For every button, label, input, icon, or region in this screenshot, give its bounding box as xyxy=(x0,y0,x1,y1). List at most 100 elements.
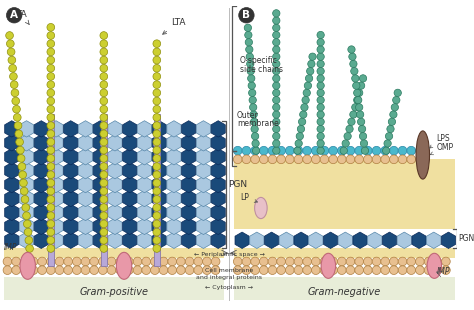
Polygon shape xyxy=(211,218,225,235)
Polygon shape xyxy=(19,204,34,221)
Circle shape xyxy=(356,89,363,96)
Polygon shape xyxy=(5,204,19,221)
Text: A: A xyxy=(10,10,18,20)
Circle shape xyxy=(294,147,301,154)
Circle shape xyxy=(153,81,161,89)
Circle shape xyxy=(13,105,20,113)
Circle shape xyxy=(100,179,107,186)
Circle shape xyxy=(73,266,81,274)
Circle shape xyxy=(351,68,358,75)
Circle shape xyxy=(273,96,280,104)
FancyBboxPatch shape xyxy=(48,113,54,266)
Polygon shape xyxy=(182,121,196,137)
Polygon shape xyxy=(5,218,19,235)
Circle shape xyxy=(273,38,280,46)
Polygon shape xyxy=(64,135,78,151)
Polygon shape xyxy=(152,148,166,165)
Text: LTA: LTA xyxy=(163,18,186,34)
Circle shape xyxy=(47,160,54,167)
Circle shape xyxy=(100,163,108,170)
Circle shape xyxy=(259,266,268,274)
Circle shape xyxy=(6,32,13,39)
Circle shape xyxy=(346,125,353,133)
Circle shape xyxy=(100,204,108,211)
Circle shape xyxy=(100,138,108,146)
Circle shape xyxy=(153,220,161,228)
Circle shape xyxy=(248,89,256,96)
Polygon shape xyxy=(196,148,210,165)
Circle shape xyxy=(273,60,280,68)
Circle shape xyxy=(304,82,311,89)
Circle shape xyxy=(154,179,160,186)
Circle shape xyxy=(13,113,21,121)
Circle shape xyxy=(250,111,257,118)
Circle shape xyxy=(47,154,55,162)
Polygon shape xyxy=(368,232,382,249)
Circle shape xyxy=(416,266,424,274)
Circle shape xyxy=(100,113,108,121)
Circle shape xyxy=(47,237,55,244)
Circle shape xyxy=(390,111,397,118)
Circle shape xyxy=(47,196,55,203)
Circle shape xyxy=(296,133,303,140)
Text: Outer: Outer xyxy=(237,111,258,120)
Circle shape xyxy=(47,245,55,252)
Circle shape xyxy=(251,155,259,164)
Circle shape xyxy=(294,266,303,274)
Circle shape xyxy=(154,237,160,244)
Circle shape xyxy=(273,24,280,31)
Circle shape xyxy=(433,266,442,274)
Polygon shape xyxy=(34,121,48,137)
Polygon shape xyxy=(196,121,210,137)
Polygon shape xyxy=(123,218,137,235)
Polygon shape xyxy=(167,204,181,221)
Circle shape xyxy=(329,257,337,266)
Circle shape xyxy=(100,141,107,148)
Polygon shape xyxy=(93,162,107,179)
Polygon shape xyxy=(182,190,196,207)
Polygon shape xyxy=(34,148,48,165)
Circle shape xyxy=(153,146,161,154)
Circle shape xyxy=(7,40,14,47)
Polygon shape xyxy=(353,232,367,249)
Circle shape xyxy=(125,266,133,274)
Circle shape xyxy=(153,105,161,113)
Text: side chains: side chains xyxy=(240,65,283,74)
Polygon shape xyxy=(78,218,92,235)
Circle shape xyxy=(194,257,202,266)
Polygon shape xyxy=(196,176,210,193)
Circle shape xyxy=(442,266,450,274)
Polygon shape xyxy=(441,232,456,249)
Circle shape xyxy=(154,141,160,148)
Circle shape xyxy=(47,122,55,130)
Circle shape xyxy=(383,147,390,154)
Circle shape xyxy=(317,60,324,68)
Circle shape xyxy=(116,266,125,274)
Text: IMP: IMP xyxy=(4,243,17,252)
Circle shape xyxy=(273,75,280,82)
Polygon shape xyxy=(5,190,19,207)
Polygon shape xyxy=(167,162,181,179)
Circle shape xyxy=(268,266,277,274)
Text: LP: LP xyxy=(241,193,257,202)
Circle shape xyxy=(107,257,116,266)
Circle shape xyxy=(233,155,242,164)
Circle shape xyxy=(303,266,311,274)
Polygon shape xyxy=(78,190,92,207)
Circle shape xyxy=(259,257,268,266)
Circle shape xyxy=(233,257,242,266)
Polygon shape xyxy=(78,232,92,249)
Polygon shape xyxy=(196,218,210,235)
Circle shape xyxy=(268,146,277,155)
Circle shape xyxy=(47,73,55,80)
Circle shape xyxy=(12,257,20,266)
Circle shape xyxy=(398,146,407,155)
Circle shape xyxy=(348,118,355,126)
Polygon shape xyxy=(34,135,48,151)
Polygon shape xyxy=(309,232,323,249)
Circle shape xyxy=(354,89,361,96)
Circle shape xyxy=(372,257,381,266)
Circle shape xyxy=(168,266,176,274)
Circle shape xyxy=(159,266,168,274)
Circle shape xyxy=(133,266,142,274)
